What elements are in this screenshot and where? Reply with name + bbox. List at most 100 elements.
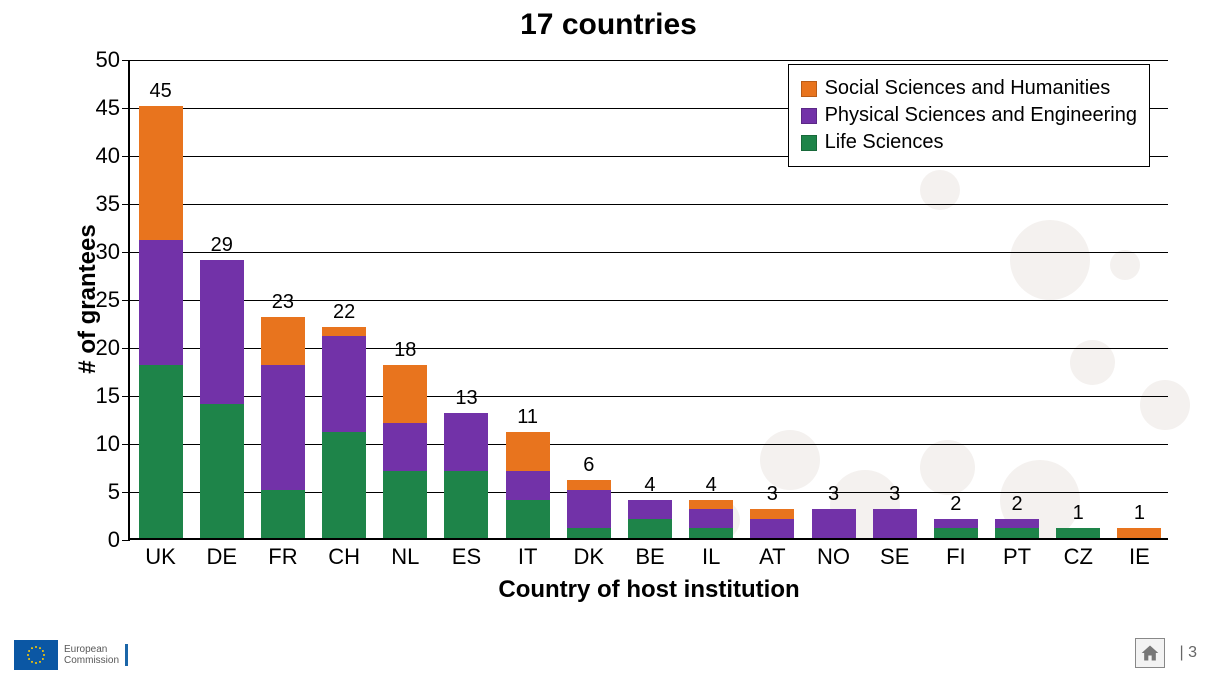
y-tick (122, 396, 130, 397)
bar-group: 18 (383, 365, 427, 538)
chart-title: 17 countries (0, 0, 1217, 42)
home-icon (1140, 643, 1160, 663)
home-button[interactable] (1135, 638, 1165, 668)
gridline (130, 252, 1168, 253)
x-tick-label: PT (986, 544, 1047, 570)
y-tick (122, 252, 130, 253)
y-tick (122, 108, 130, 109)
legend-row: Physical Sciences and Engineering (801, 104, 1137, 127)
x-tick-label: DK (558, 544, 619, 570)
legend-swatch (801, 135, 817, 151)
bar-total-label: 2 (1011, 493, 1022, 516)
bar-total-label: 3 (889, 483, 900, 506)
bar-segment (1117, 528, 1161, 538)
bar-segment (261, 365, 305, 490)
page-number: 3 (1179, 644, 1197, 662)
x-tick-label: ES (436, 544, 497, 570)
bar-group: 1 (1117, 528, 1161, 538)
y-tick (122, 300, 130, 301)
bar-segment (689, 528, 733, 538)
bar-total-label: 23 (272, 291, 294, 314)
gridline (130, 204, 1168, 205)
bar-total-label: 4 (706, 474, 717, 497)
y-tick-label: 20 (96, 335, 120, 361)
bar-group: 22 (322, 327, 366, 538)
y-tick (122, 204, 130, 205)
chart-area: # of grantees Country of host institutio… (80, 50, 1180, 590)
bar-segment (506, 471, 550, 500)
y-tick-label: 15 (96, 383, 120, 409)
y-tick (122, 492, 130, 493)
bar-group: 4 (628, 500, 672, 538)
bar-segment (261, 490, 305, 538)
x-tick-label: IE (1109, 544, 1170, 570)
bar-total-label: 3 (767, 483, 778, 506)
y-tick (122, 60, 130, 61)
bar-segment (567, 480, 611, 490)
bar-group: 4 (689, 500, 733, 538)
bar-group: 13 (444, 413, 488, 538)
y-tick-label: 25 (96, 287, 120, 313)
bar-total-label: 22 (333, 301, 355, 324)
y-tick-label: 50 (96, 47, 120, 73)
bar-segment (689, 500, 733, 510)
bar-segment (322, 336, 366, 432)
bar-segment (689, 509, 733, 528)
bar-segment (567, 528, 611, 538)
y-tick (122, 348, 130, 349)
y-tick (122, 540, 130, 541)
x-tick-label: DE (191, 544, 252, 570)
y-tick (122, 444, 130, 445)
x-tick-label: IT (497, 544, 558, 570)
bar-segment (322, 327, 366, 337)
bar-segment (444, 413, 488, 471)
legend-label: Life Sciences (825, 131, 944, 154)
x-tick-label: FR (252, 544, 313, 570)
x-tick-label: CH (314, 544, 375, 570)
y-tick-label: 35 (96, 191, 120, 217)
bar-group: 29 (200, 260, 244, 538)
org-line2: Commission (64, 655, 119, 666)
bar-group: 3 (873, 509, 917, 538)
bar-segment (200, 260, 244, 404)
bar-segment (750, 509, 794, 519)
bar-segment (567, 490, 611, 528)
y-tick-label: 30 (96, 239, 120, 265)
x-tick-label: AT (742, 544, 803, 570)
org-line1: European (64, 644, 119, 655)
bar-segment (934, 528, 978, 538)
footer-right: 3 (1135, 638, 1197, 668)
bar-segment (628, 519, 672, 538)
bar-segment (873, 509, 917, 538)
bar-segment (261, 317, 305, 365)
bar-segment (995, 519, 1039, 529)
bar-total-label: 6 (583, 454, 594, 477)
bar-segment (383, 365, 427, 423)
legend-swatch (801, 108, 817, 124)
bar-total-label: 11 (517, 406, 538, 429)
bar-segment (995, 528, 1039, 538)
bar-segment (383, 423, 427, 471)
eu-flag-icon (14, 640, 58, 670)
bar-total-label: 1 (1134, 502, 1145, 525)
x-tick-label: IL (681, 544, 742, 570)
bar-segment (750, 519, 794, 538)
bar-segment (444, 471, 488, 538)
bar-total-label: 13 (455, 387, 477, 410)
bar-total-label: 4 (644, 474, 655, 497)
bar-group: 2 (995, 519, 1039, 538)
x-axis-label: Country of host institution (498, 576, 799, 604)
bar-group: 23 (261, 317, 305, 538)
bar-total-label: 29 (211, 234, 233, 257)
bar-segment (812, 509, 856, 538)
bar-total-label: 1 (1073, 502, 1084, 525)
bar-group: 45 (139, 106, 183, 538)
bar-segment (200, 404, 244, 538)
bar-segment (322, 432, 366, 538)
y-tick (122, 156, 130, 157)
x-tick-label: NO (803, 544, 864, 570)
bar-segment (506, 500, 550, 538)
legend-row: Social Sciences and Humanities (801, 77, 1137, 100)
bar-total-label: 3 (828, 483, 839, 506)
bar-segment (628, 500, 672, 519)
